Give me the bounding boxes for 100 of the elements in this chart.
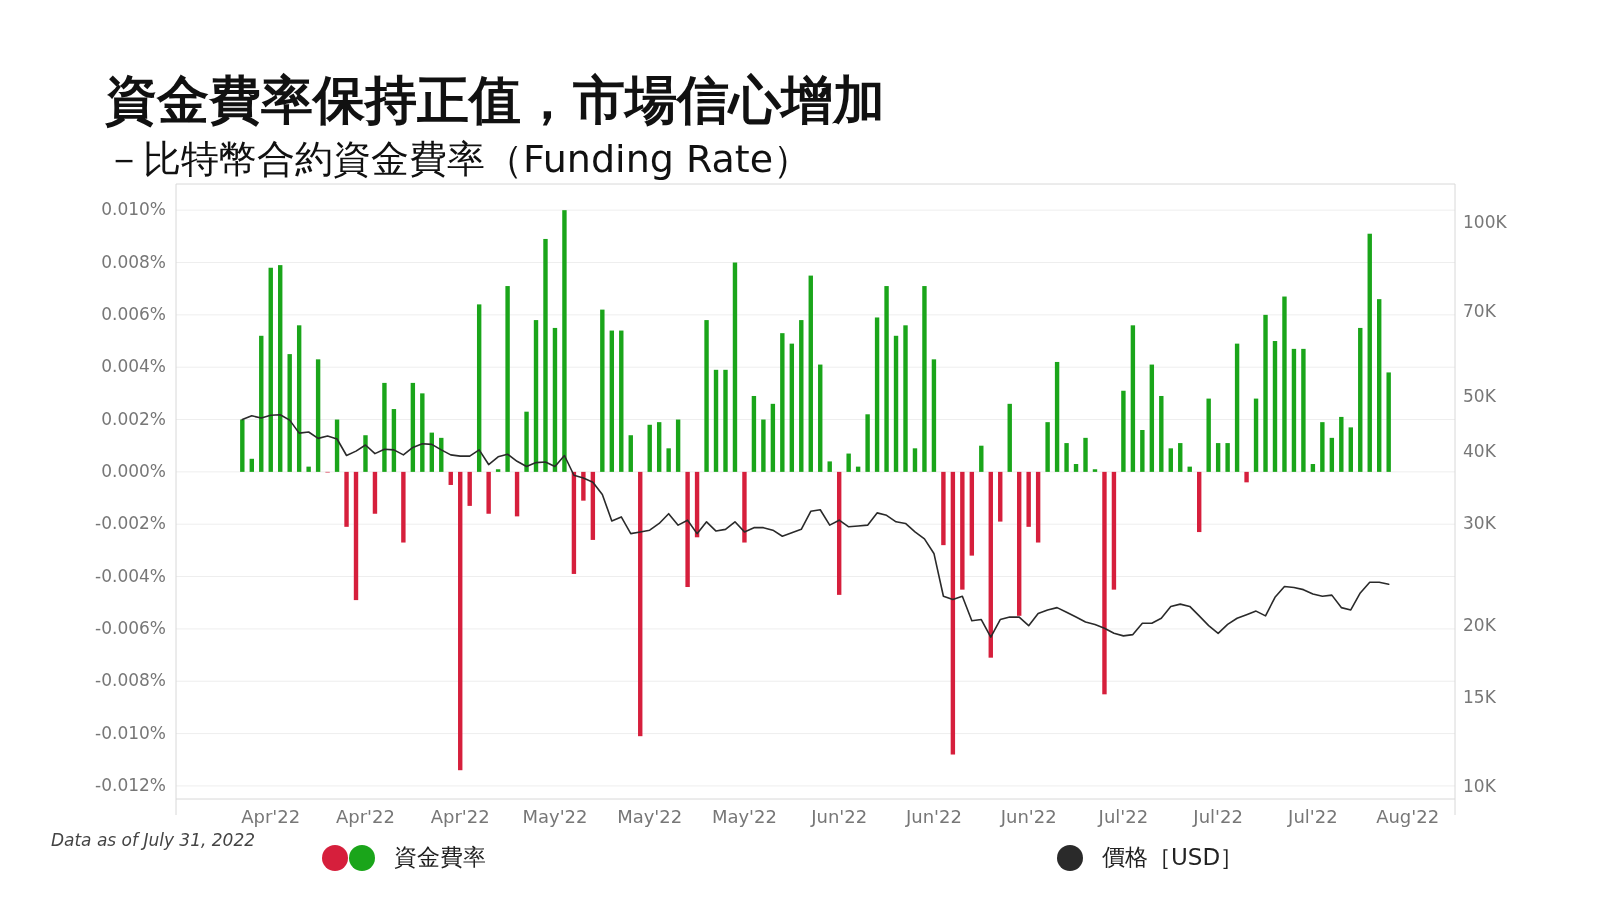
bar	[533, 320, 539, 472]
x-tick-label: Jun'22	[904, 806, 962, 827]
bar	[1197, 471, 1202, 533]
bar	[912, 448, 918, 472]
bar	[1083, 437, 1088, 472]
bar	[609, 330, 615, 472]
bar	[287, 354, 292, 472]
x-tick-label: May'22	[711, 806, 777, 827]
y2-tick-label: 30K	[1463, 513, 1497, 534]
bar	[893, 335, 899, 472]
bar	[296, 325, 302, 472]
bar	[713, 369, 719, 472]
legend-label: 資金費率	[394, 843, 486, 870]
y-tick-label: -0.008%	[95, 670, 166, 691]
bar	[647, 424, 652, 472]
bar	[1282, 296, 1287, 472]
bar	[1225, 443, 1230, 472]
bar	[1244, 471, 1249, 483]
bar	[846, 453, 851, 472]
x-tick-label: Apr'22	[335, 806, 395, 827]
legend-label: 價格［USD］	[1102, 843, 1244, 870]
bar	[495, 469, 501, 472]
x-tick-label: Jul'22	[1097, 806, 1149, 827]
bar	[808, 275, 813, 472]
bar	[799, 320, 804, 472]
bar	[448, 471, 453, 485]
bar	[770, 403, 776, 472]
bar	[1301, 348, 1306, 472]
bar	[1121, 390, 1126, 472]
y2-tick-label: 70K	[1463, 301, 1497, 322]
bar	[836, 471, 842, 595]
bar	[628, 435, 633, 472]
bar	[1377, 299, 1382, 472]
bar	[960, 471, 965, 590]
chart-title: 資金費率保持正值，市場信心增加	[105, 70, 885, 130]
y-tick-label: 0.002%	[101, 408, 166, 429]
bar	[979, 445, 984, 472]
y-tick-label: -0.010%	[95, 722, 166, 743]
bar	[268, 267, 273, 472]
bar	[941, 471, 946, 546]
x-tick-label: Apr'22	[430, 806, 490, 827]
bar	[458, 471, 463, 771]
bar	[656, 422, 662, 472]
bar	[865, 414, 870, 472]
x-tick-label: May'22	[522, 806, 588, 827]
bar	[1263, 314, 1268, 472]
bar	[874, 317, 880, 472]
bar	[581, 471, 586, 501]
bar	[732, 262, 738, 472]
bar	[1168, 448, 1173, 472]
y2-tick-label: 15K	[1463, 686, 1497, 707]
bar	[1234, 343, 1240, 472]
bar	[562, 210, 567, 472]
bar	[1386, 372, 1391, 472]
y2-tick-label: 40K	[1463, 441, 1497, 462]
bar	[382, 382, 387, 472]
bar	[552, 327, 558, 472]
bar	[1130, 325, 1136, 472]
bar	[249, 458, 254, 472]
bar	[1016, 471, 1022, 616]
bar	[780, 333, 785, 472]
bar	[278, 265, 283, 472]
bar	[1215, 443, 1221, 472]
bar	[1140, 430, 1145, 472]
bar	[922, 286, 927, 472]
bar	[372, 471, 378, 514]
bar	[259, 335, 264, 472]
y2-tick-label: 20K	[1463, 614, 1497, 635]
bar	[931, 359, 937, 472]
y2-tick-label: 50K	[1463, 385, 1497, 406]
bar	[1045, 422, 1050, 472]
y-tick-label: 0.010%	[101, 199, 166, 220]
bar	[827, 461, 832, 472]
bar	[638, 471, 643, 737]
y2-tick-label: 10K	[1463, 776, 1497, 796]
bar	[704, 320, 709, 472]
bar	[1159, 395, 1164, 472]
text: Data as of July 31, 2022	[50, 830, 256, 850]
bar	[675, 419, 681, 472]
bar	[1092, 469, 1098, 472]
bar	[1253, 398, 1259, 472]
bar	[903, 325, 908, 472]
y-tick-label: -0.006%	[95, 617, 166, 638]
bar	[514, 471, 520, 517]
y-tick-label: 0.004%	[101, 356, 166, 377]
bar	[401, 471, 406, 543]
bar	[363, 435, 368, 472]
y-tick-label: 0.008%	[101, 251, 166, 272]
bar	[1111, 471, 1117, 590]
bar	[505, 286, 510, 472]
chart-subtitle: －比特幣合約資金費率（Funding Rate）	[105, 137, 812, 181]
bar	[1272, 341, 1278, 472]
bar	[1178, 443, 1183, 472]
bar	[306, 466, 311, 472]
bar	[1358, 327, 1363, 472]
y-tick-label: -0.002%	[95, 513, 166, 534]
bar	[476, 304, 482, 472]
y2-tick-label: 100K	[1463, 212, 1508, 233]
bar	[723, 369, 728, 472]
bar	[1310, 464, 1316, 472]
